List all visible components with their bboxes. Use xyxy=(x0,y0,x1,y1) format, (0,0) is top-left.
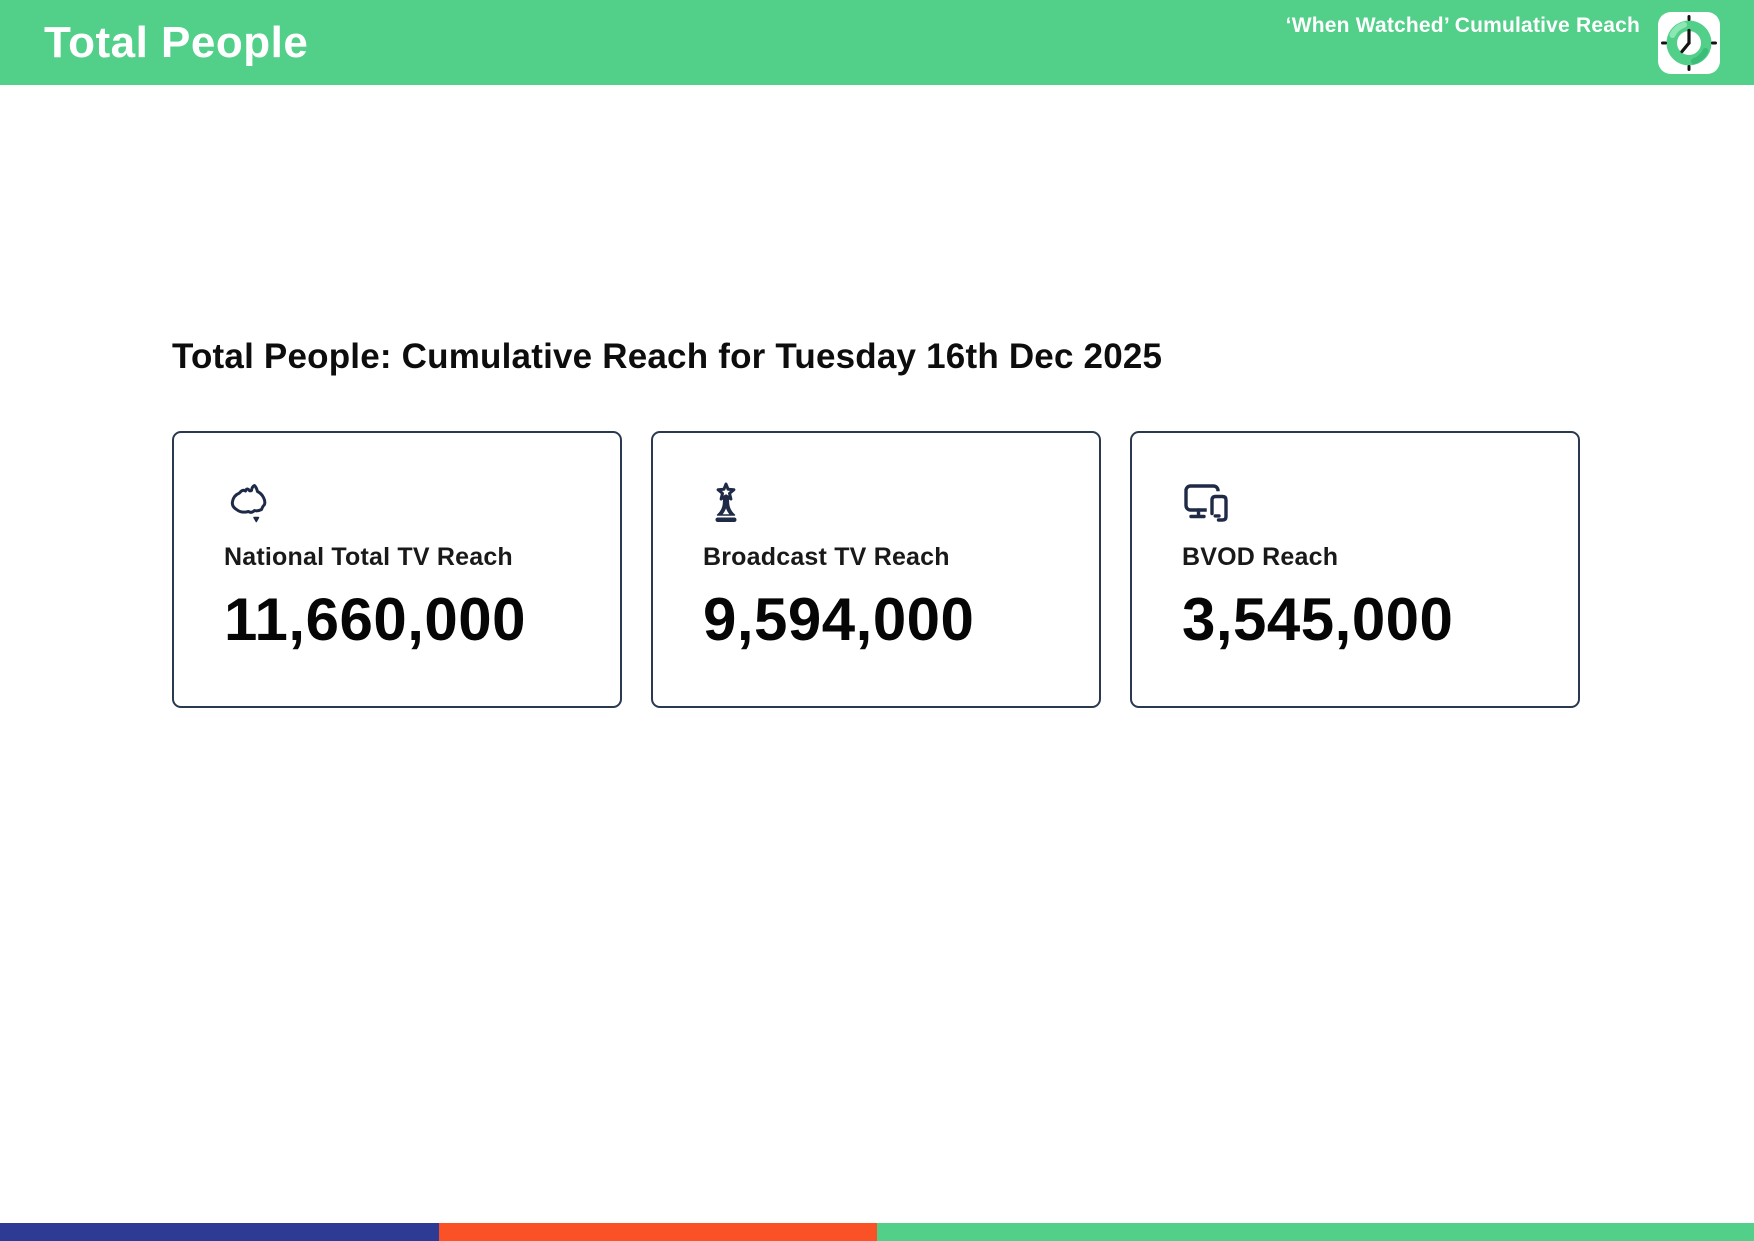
footer-bar xyxy=(0,1223,1754,1241)
page-title: Total People xyxy=(44,17,309,67)
footer-green-segment xyxy=(877,1223,1754,1241)
kpi-card-row: National Total TV Reach 11,660,000 Broad… xyxy=(172,431,1754,708)
kpi-value: 11,660,000 xyxy=(224,586,526,653)
broadcast-tower-icon xyxy=(703,481,1071,529)
section-heading: Total People: Cumulative Reach for Tuesd… xyxy=(172,337,1163,376)
kpi-label: National Total TV Reach xyxy=(224,543,513,571)
report-body: Total People: Cumulative Reach for Tuesd… xyxy=(0,85,1754,708)
footer-blue-segment xyxy=(0,1223,439,1241)
kpi-label: BVOD Reach xyxy=(1182,543,1339,571)
clock-icon xyxy=(1658,11,1720,74)
footer-orange-segment xyxy=(438,1223,877,1241)
monitor-smartphone-icon xyxy=(1182,481,1550,529)
australia-map-icon xyxy=(224,481,592,529)
kpi-value: 3,545,000 xyxy=(1182,586,1454,653)
kpi-value: 9,594,000 xyxy=(703,586,975,653)
header-right-group: ‘When Watched’ Cumulative Reach xyxy=(1286,0,1720,85)
kpi-card-broadcast-tv: Broadcast TV Reach 9,594,000 xyxy=(651,431,1101,708)
kpi-label: Broadcast TV Reach xyxy=(703,543,950,571)
kpi-card-bvod: BVOD Reach 3,545,000 xyxy=(1130,431,1580,708)
header-subtitle: ‘When Watched’ Cumulative Reach xyxy=(1285,14,1640,37)
kpi-card-national-total-tv: National Total TV Reach 11,660,000 xyxy=(172,431,622,708)
header-bar: Total People ‘When Watched’ Cumulative R… xyxy=(0,0,1754,85)
